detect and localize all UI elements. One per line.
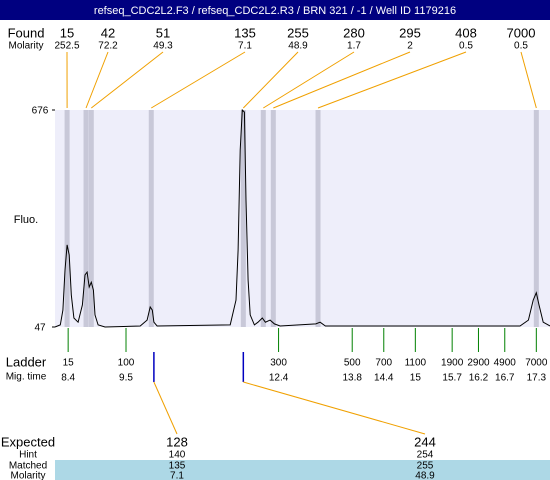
expected-size: 244 xyxy=(414,434,436,449)
ladder-label: Ladder xyxy=(6,354,47,369)
expected-matched: 255 xyxy=(417,461,434,472)
found-size: 295 xyxy=(399,25,421,40)
expected-molarity: 48.9 xyxy=(415,471,435,480)
ladder-size: 7000 xyxy=(525,358,548,369)
ladder-size: 4900 xyxy=(494,358,517,369)
peak-band xyxy=(88,110,94,327)
found-molarity: 2 xyxy=(407,41,413,52)
peak-band xyxy=(533,110,539,327)
found-size: 7000 xyxy=(507,25,536,40)
peak-connector xyxy=(263,51,355,109)
ladder-size: 1900 xyxy=(441,358,464,369)
found-size: 15 xyxy=(60,25,74,40)
peak-connector xyxy=(317,51,467,109)
ladder-size: 1100 xyxy=(405,358,427,369)
peak-connector xyxy=(90,51,164,109)
expected-hint: 140 xyxy=(169,450,186,461)
found-molarity: 48.9 xyxy=(288,41,308,52)
expected-connector xyxy=(243,381,426,435)
ladder-size: 15 xyxy=(63,358,75,369)
y-label: Fluo. xyxy=(14,214,38,226)
ladder-time: 16.7 xyxy=(495,373,515,384)
peak-band xyxy=(260,110,266,327)
y-tick-label: 47 xyxy=(34,323,46,334)
peak-connector xyxy=(242,51,299,109)
peak-connector xyxy=(273,51,411,109)
peak-band xyxy=(270,110,276,327)
ladder-size: 300 xyxy=(270,358,287,369)
found-molarity: 0.5 xyxy=(514,41,528,52)
found-size: 255 xyxy=(287,25,309,40)
found-size: 51 xyxy=(156,25,170,40)
peak-connector xyxy=(85,51,109,109)
expected-hint: 254 xyxy=(417,450,434,461)
peak-band xyxy=(315,110,321,327)
title-bar xyxy=(0,0,550,20)
peak-connector xyxy=(151,51,246,109)
ladder-time: 14.4 xyxy=(374,373,394,384)
ladder-time: 15.7 xyxy=(442,373,462,384)
peak-connector xyxy=(520,51,537,109)
hint-label: Hint xyxy=(19,450,37,461)
expected-size: 128 xyxy=(166,434,188,449)
ladder-time: 8.4 xyxy=(61,373,75,384)
ladder-size: 500 xyxy=(344,358,361,369)
ladder-time: 17.3 xyxy=(527,373,547,384)
ladder-size: 2900 xyxy=(467,358,490,369)
y-tick-label: 676 xyxy=(32,106,49,117)
found-molarity: 252.5 xyxy=(54,41,79,52)
title: refseq_CDC2L2.F3 / refseq_CDC2L2.R3 / BR… xyxy=(94,5,456,17)
found-molarity: 72.2 xyxy=(98,41,118,52)
matched-label: Matched xyxy=(9,461,47,472)
molarity-label: Molarity xyxy=(8,41,43,52)
expected-molarity: 7.1 xyxy=(170,471,184,480)
ladder-time: 16.2 xyxy=(469,373,489,384)
ladder-time: 9.5 xyxy=(119,373,133,384)
plot-area xyxy=(55,110,550,327)
ladder-time: 13.8 xyxy=(342,373,362,384)
peak-band xyxy=(64,110,70,327)
matched-band xyxy=(55,460,550,480)
expected-matched: 135 xyxy=(169,461,186,472)
expected-label: Expected xyxy=(1,434,55,449)
ladder-time: 15 xyxy=(410,373,422,384)
ladder-size: 100 xyxy=(118,358,135,369)
expected-molarity-label: Molarity xyxy=(10,471,45,480)
mig-time-label: Mig. time xyxy=(6,372,47,383)
found-size: 42 xyxy=(101,25,115,40)
peak-band xyxy=(148,110,154,327)
trace xyxy=(54,108,550,328)
ladder-size: 700 xyxy=(375,358,392,369)
found-molarity: 1.7 xyxy=(347,41,361,52)
found-size: 280 xyxy=(343,25,365,40)
expected-connector xyxy=(153,381,178,435)
found-molarity: 7.1 xyxy=(238,41,252,52)
found-label: Found xyxy=(8,25,45,40)
found-molarity: 49.3 xyxy=(153,41,173,52)
found-size: 135 xyxy=(234,25,256,40)
peak-band xyxy=(83,110,89,327)
peak-band xyxy=(240,110,246,327)
found-size: 408 xyxy=(455,25,477,40)
found-molarity: 0.5 xyxy=(459,41,473,52)
ladder-time: 12.4 xyxy=(269,373,289,384)
